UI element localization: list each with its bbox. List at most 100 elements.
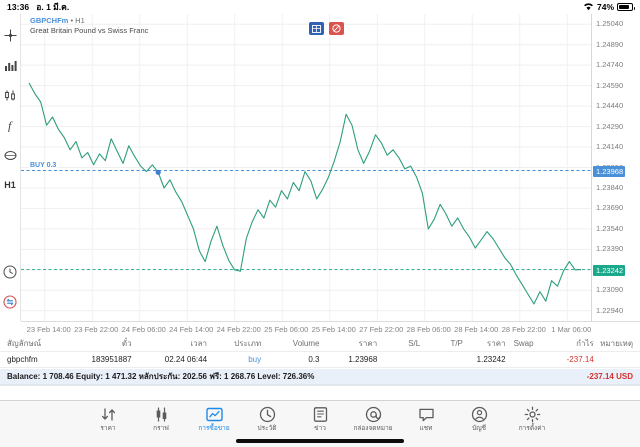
price-axis-label: 1.23840 <box>596 182 624 192</box>
wifi-icon <box>583 2 594 13</box>
objects-tool[interactable] <box>0 80 21 110</box>
tab-quotes[interactable]: ราคา <box>82 406 135 433</box>
time-axis-label: 27 Feb 22:00 <box>359 325 404 334</box>
drawing-tool[interactable] <box>0 140 21 170</box>
price-axis-label: 1.24140 <box>596 142 624 152</box>
table-row[interactable]: gbpchfm 183951887 02.24 06:44 buy 0.3 1.… <box>0 352 640 368</box>
col-current-price[interactable]: ราคา <box>486 339 506 348</box>
chart-object-buttons <box>309 22 344 35</box>
bottom-tab-bar: ราคา กราฟ การซื้อขาย ประวัติ ข่าว <box>0 400 640 447</box>
status-bar-time: 13:36 <box>7 2 30 12</box>
cell-current-price: 1.23242 <box>476 355 506 364</box>
positions-table: สัญลักษณ์ ตั๋ว เวลา ประเภท Volume ราคา S… <box>0 336 640 368</box>
price-axis-label: 1.24890 <box>596 39 624 49</box>
price-axis[interactable]: 1.25040 1.24890 1.24740 1.24590 1.24440 1.242… <box>591 14 640 321</box>
tab-mailbox[interactable]: กล่องจดหมาย <box>347 406 400 433</box>
tab-trade[interactable]: การซื้อขาย <box>188 406 241 433</box>
refresh-tool[interactable] <box>0 287 21 317</box>
tab-mailbox-label: กล่องจดหมาย <box>353 425 393 432</box>
home-indicator[interactable] <box>236 439 404 443</box>
col-time[interactable]: เวลา <box>190 339 208 348</box>
timeframe-tool[interactable]: H1 <box>0 170 21 200</box>
time-axis-label: 23 Feb 14:00 <box>26 325 71 334</box>
chat-bubble-icon <box>418 406 435 423</box>
col-sl[interactable]: S/L <box>408 339 421 348</box>
chart-plot[interactable] <box>21 14 591 321</box>
crosshair-tool[interactable] <box>0 20 21 50</box>
status-bar-date: อ. 1 มี.ค. <box>36 2 70 12</box>
cell-profit: -237.14 <box>566 355 594 364</box>
time-axis-label: 25 Feb 14:00 <box>311 325 356 334</box>
time-axis-label: 28 Feb 22:00 <box>501 325 546 334</box>
svg-text:f: f <box>8 119 13 132</box>
positions-table-header: สัญลักษณ์ ตั๋ว เวลา ประเภท Volume ราคา S… <box>0 336 640 352</box>
user-circle-icon <box>471 406 488 423</box>
time-axis-label: 24 Feb 06:00 <box>121 325 166 334</box>
battery-percent: 74% <box>596 2 614 12</box>
tab-news-label: ข่าว <box>314 425 326 432</box>
tab-charts-label: กราฟ <box>153 425 169 432</box>
tab-news[interactable]: ข่าว <box>294 406 347 433</box>
divider <box>0 385 640 386</box>
price-axis-label: 1.23090 <box>596 285 624 295</box>
battery-icon <box>617 3 635 11</box>
col-swap[interactable]: Swap <box>513 339 534 348</box>
col-type[interactable]: ประเภท <box>234 339 262 348</box>
buy-level-label: BUY 0.3 <box>29 161 58 169</box>
col-profit[interactable]: กำไร <box>576 339 594 348</box>
time-axis-label: 24 Feb 14:00 <box>169 325 214 334</box>
object-properties-button[interactable] <box>309 22 324 35</box>
time-axis[interactable]: 23 Feb 14:00 23 Feb 22:00 24 Feb 06:00 24 F… <box>21 321 640 336</box>
time-axis-label: 28 Feb 06:00 <box>406 325 451 334</box>
col-open-price[interactable]: ราคา <box>358 339 378 348</box>
time-axis-label: 23 Feb 22:00 <box>74 325 119 334</box>
col-ticket[interactable]: ตั๋ว <box>121 339 132 348</box>
line-chart-icon <box>205 406 223 423</box>
total-profit-currency: USD <box>616 372 633 381</box>
tab-settings[interactable]: การตั้งค่า <box>506 406 559 433</box>
col-tp[interactable]: T/P <box>450 339 463 348</box>
total-profit: -237.14 USD <box>587 372 633 381</box>
tab-settings-label: การตั้งค่า <box>518 425 546 432</box>
cell-volume: 0.3 <box>308 355 320 364</box>
object-delete-button[interactable] <box>329 22 344 35</box>
cell-type: buy <box>248 355 262 364</box>
cell-ticket: 183951887 <box>91 355 132 364</box>
account-summary-bar[interactable]: Balance: 1 708.46 Equity: 1 471.32 หลักป… <box>0 369 640 385</box>
price-line <box>28 82 582 305</box>
arrows-updown-icon <box>100 406 117 423</box>
cell-symbol: gbpchfm <box>7 355 38 364</box>
price-axis-label: 1.24590 <box>596 80 624 90</box>
chart-tool-rail: f H1 <box>0 14 21 321</box>
price-axis-label: 1.23540 <box>596 223 624 233</box>
col-comment[interactable]: หมายเหตุ <box>600 339 634 348</box>
price-axis-label: 1.25040 <box>596 19 624 29</box>
tab-accounts-label: บัญชี <box>471 425 487 432</box>
time-axis-label: 24 Feb 22:00 <box>216 325 261 334</box>
history-tool[interactable] <box>0 257 21 287</box>
cell-open-price: 1.23968 <box>348 355 378 364</box>
at-sign-icon <box>365 406 382 423</box>
open-position-marker[interactable] <box>155 169 161 175</box>
indicators-tool[interactable] <box>0 50 21 80</box>
tab-quotes-label: ราคา <box>100 425 116 432</box>
ask-price-tag: 1.23968 <box>593 165 626 177</box>
status-bar: 13:36 อ. 1 มี.ค. 74% <box>0 0 640 14</box>
functions-tool[interactable]: f <box>0 110 21 140</box>
col-volume[interactable]: Volume <box>292 339 320 348</box>
account-summary-text: Balance: 1 708.46 Equity: 1 471.32 หลักป… <box>7 372 315 381</box>
time-axis-label: 28 Feb 14:00 <box>454 325 499 334</box>
price-axis-label: 1.23690 <box>596 203 624 213</box>
tab-charts[interactable]: กราฟ <box>135 406 188 433</box>
tab-accounts[interactable]: บัญชี <box>453 406 506 433</box>
col-symbol[interactable]: สัญลักษณ์ <box>7 339 42 348</box>
time-axis-label: 25 Feb 06:00 <box>264 325 309 334</box>
price-axis-label: 1.24740 <box>596 60 624 70</box>
tab-history[interactable]: ประวัติ <box>241 406 294 433</box>
newspaper-icon <box>312 406 329 423</box>
tab-chat[interactable]: แชท <box>400 406 453 433</box>
bid-price-tag: 1.23242 <box>593 264 626 276</box>
chart-area[interactable]: GBPCHFm • H1 Great Britain Pound vs Swis… <box>21 14 640 321</box>
price-axis-label: 1.22940 <box>596 305 624 315</box>
